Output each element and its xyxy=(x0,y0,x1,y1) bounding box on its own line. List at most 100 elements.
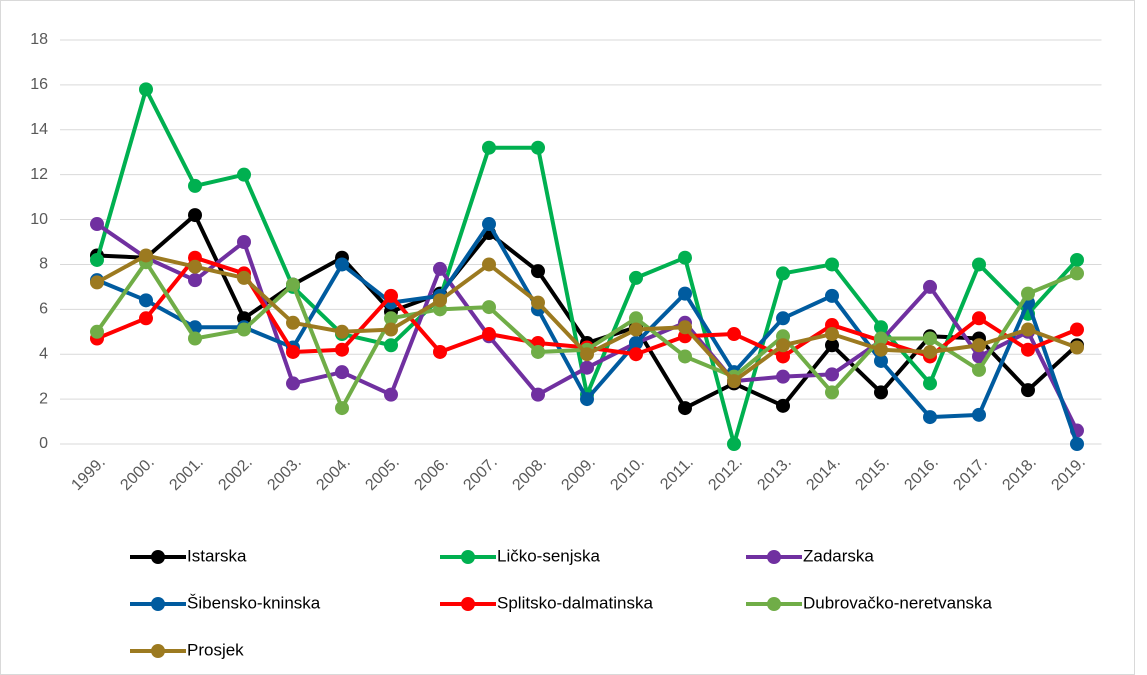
data-point xyxy=(139,82,153,97)
data-point xyxy=(629,336,643,350)
data-point xyxy=(1070,266,1084,281)
data-point xyxy=(188,259,202,274)
data-point xyxy=(825,288,839,303)
data-point xyxy=(825,327,839,342)
y-tick-label: 8 xyxy=(39,256,48,273)
data-point xyxy=(629,311,643,326)
data-point xyxy=(825,367,839,382)
data-point xyxy=(923,279,937,294)
data-point xyxy=(286,376,300,391)
legend-label: Zadarska xyxy=(803,546,874,565)
y-tick-label: 10 xyxy=(30,211,48,228)
y-tick-label: 14 xyxy=(30,121,48,138)
legend-label: Istarska xyxy=(187,546,247,565)
data-point xyxy=(188,208,202,223)
data-point xyxy=(1070,340,1084,355)
data-point xyxy=(874,353,888,368)
data-point xyxy=(335,324,349,339)
data-point xyxy=(678,349,692,364)
legend-marker xyxy=(151,644,165,658)
data-point xyxy=(1070,322,1084,337)
data-point xyxy=(384,387,398,402)
data-point xyxy=(188,273,202,288)
data-point xyxy=(237,167,251,182)
data-point xyxy=(482,327,496,342)
data-point xyxy=(335,401,349,416)
data-point xyxy=(531,295,545,310)
data-point xyxy=(923,410,937,425)
data-point xyxy=(580,360,594,375)
data-point xyxy=(90,252,104,267)
legend-marker xyxy=(767,597,781,611)
y-tick-label: 12 xyxy=(30,166,48,183)
data-point xyxy=(139,293,153,308)
data-point xyxy=(335,365,349,380)
data-point xyxy=(776,369,790,384)
data-point xyxy=(531,264,545,279)
legend-label: Dubrovačko-neretvanska xyxy=(803,593,993,612)
y-tick-label: 16 xyxy=(30,76,48,93)
legend-label: Prosjek xyxy=(187,640,244,659)
data-point xyxy=(237,322,251,337)
data-point xyxy=(237,235,251,249)
data-point xyxy=(580,392,594,407)
data-point xyxy=(384,288,398,303)
data-point xyxy=(874,331,888,346)
data-point xyxy=(237,270,251,285)
data-point xyxy=(286,315,300,330)
data-point xyxy=(139,311,153,326)
legend-marker xyxy=(151,550,165,564)
data-point xyxy=(139,248,153,263)
legend-label: Ličko-senjska xyxy=(497,546,601,565)
data-point xyxy=(874,320,888,335)
data-point xyxy=(580,347,594,362)
data-point xyxy=(90,324,104,339)
data-point xyxy=(678,320,692,335)
data-point xyxy=(531,140,545,155)
data-point xyxy=(1021,342,1035,357)
legend-marker xyxy=(461,597,475,611)
data-point xyxy=(825,385,839,400)
data-point xyxy=(972,407,986,422)
legend-marker xyxy=(767,550,781,564)
data-point xyxy=(923,344,937,359)
data-point xyxy=(90,217,104,232)
data-point xyxy=(776,349,790,364)
data-point xyxy=(678,401,692,416)
data-point xyxy=(1021,322,1035,337)
data-point xyxy=(384,338,398,353)
data-point xyxy=(188,331,202,346)
y-tick-label: 6 xyxy=(39,301,48,318)
data-point xyxy=(972,311,986,326)
data-point xyxy=(972,257,986,272)
data-point xyxy=(1021,286,1035,301)
data-point xyxy=(629,270,643,285)
data-point xyxy=(433,344,447,359)
data-point xyxy=(433,261,447,276)
data-point xyxy=(482,140,496,155)
data-point xyxy=(286,344,300,359)
data-point xyxy=(923,376,937,391)
data-point xyxy=(482,257,496,272)
legend: Istarska Ličko-senjska Zadarska Šibensko-kn… xyxy=(130,546,993,659)
data-point xyxy=(482,217,496,232)
data-point xyxy=(90,275,104,290)
data-point xyxy=(384,311,398,326)
data-point xyxy=(1021,383,1035,398)
data-point xyxy=(482,300,496,315)
data-point xyxy=(727,437,741,451)
plot xyxy=(90,82,1084,451)
data-point xyxy=(874,385,888,400)
data-point xyxy=(286,277,300,292)
y-tick-label: 18 xyxy=(30,31,48,48)
data-point xyxy=(972,338,986,353)
y-tick-label: 4 xyxy=(39,345,48,362)
data-point xyxy=(1070,252,1084,267)
data-point xyxy=(629,347,643,362)
data-point xyxy=(384,322,398,337)
data-point xyxy=(776,311,790,326)
data-point xyxy=(776,266,790,281)
data-point xyxy=(825,338,839,353)
